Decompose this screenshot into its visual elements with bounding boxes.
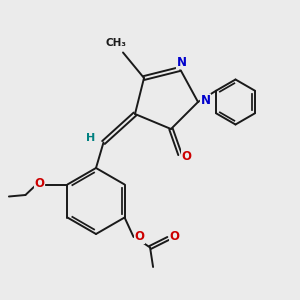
Text: O: O — [182, 149, 192, 163]
Text: N: N — [176, 56, 187, 69]
Text: O: O — [170, 230, 180, 244]
Text: CH₃: CH₃ — [106, 38, 127, 49]
Text: O: O — [34, 176, 44, 190]
Text: N: N — [200, 94, 211, 107]
Text: H: H — [86, 133, 95, 143]
Text: O: O — [135, 230, 145, 244]
